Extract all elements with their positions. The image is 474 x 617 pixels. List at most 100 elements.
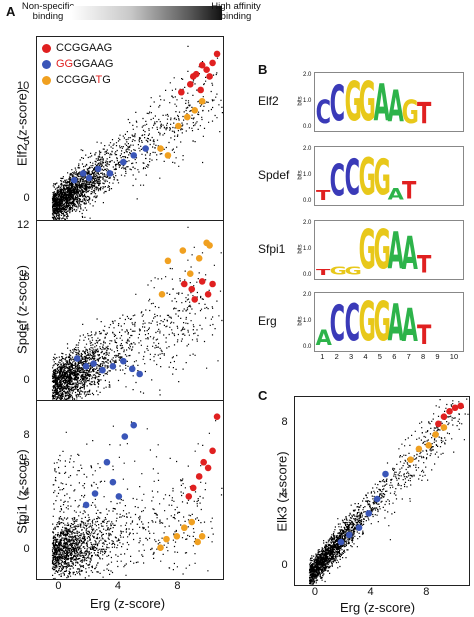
- scatter-elk3: [294, 396, 470, 586]
- background-point-cloud: [51, 45, 223, 223]
- point-ccggaag: [178, 88, 185, 96]
- point-ggggaag: [120, 357, 127, 365]
- logo-letter-t: T: [416, 95, 432, 131]
- y-tick-label: 4: [23, 322, 30, 335]
- y-tick-label: 0: [281, 559, 288, 572]
- point-ggggaag: [109, 362, 117, 370]
- point-ggggaag: [382, 470, 389, 478]
- background-point-cloud: [51, 420, 223, 579]
- sequence-logo-erg: [314, 292, 464, 352]
- point-ccggaag: [191, 296, 199, 303]
- sequence-logo-sfpi1: [314, 220, 464, 280]
- point-ccggaag: [457, 402, 464, 410]
- binding-gradient-bar: [70, 6, 222, 20]
- point-ggggaag: [103, 458, 111, 466]
- scatter-elf2: [36, 36, 224, 224]
- point-ggggaag: [106, 170, 114, 177]
- point-ccggaag: [189, 73, 197, 80]
- point-ccggatg: [175, 122, 182, 130]
- logo-letter-t: T: [316, 267, 331, 277]
- point-ccggatg: [164, 257, 172, 265]
- point-ccggaag: [209, 280, 216, 288]
- point-ccggaag: [186, 81, 194, 88]
- point-ccggaag: [213, 50, 221, 58]
- point-ggggaag: [365, 510, 373, 517]
- panel-label-c: C: [258, 388, 268, 403]
- scatter-spdef: [36, 220, 224, 402]
- point-ggggaag: [142, 145, 149, 152]
- bits-tick: 2.0: [303, 146, 312, 152]
- legend-item-ggggaag: GGGGAAG: [42, 58, 113, 70]
- background-points: [51, 226, 223, 401]
- y-tick-label: 4: [23, 485, 30, 498]
- point-ccggaag: [189, 484, 197, 492]
- point-ccggaag: [203, 66, 210, 73]
- background-points: [51, 420, 223, 579]
- x-tick-label: 0: [55, 580, 62, 592]
- bits-tick: 2.0: [303, 220, 312, 226]
- point-ccggaag: [195, 473, 203, 480]
- point-ccggaag: [198, 61, 206, 69]
- point-ccggaag: [435, 420, 442, 428]
- point-ccggatg: [198, 532, 206, 540]
- logo-position-label: 6: [392, 352, 397, 361]
- logo-letter-c: C: [330, 74, 346, 133]
- logo-position-label: 4: [363, 352, 368, 361]
- point-ggggaag: [136, 370, 143, 378]
- point-ggggaag: [115, 493, 123, 500]
- y-tick-label: 8: [281, 415, 288, 428]
- background-points: [51, 45, 223, 223]
- logo-letter-a: A: [402, 225, 419, 281]
- logo-letter-g: G: [358, 145, 377, 208]
- point-ggggaag: [121, 433, 129, 440]
- bits-tick: 0.0: [303, 344, 312, 350]
- legend-item-ccggaag: CCGGAAG: [42, 42, 112, 54]
- point-ccggaag: [181, 280, 188, 288]
- point-ccggatg: [407, 456, 414, 463]
- point-ccggatg: [186, 270, 194, 278]
- x-tick-label: 4: [367, 586, 374, 598]
- point-ccggaag: [209, 59, 216, 67]
- point-ggggaag: [85, 174, 93, 182]
- point-ccggaag: [198, 278, 206, 285]
- point-ccggatg: [173, 532, 181, 540]
- logo-position-label: 9: [435, 352, 440, 361]
- y-tick-label: 0: [23, 192, 30, 205]
- point-ccggaag: [204, 290, 212, 298]
- logo-letter-c: C: [344, 291, 360, 354]
- point-ccggatg: [432, 431, 439, 438]
- logo-letter-c: C: [344, 148, 360, 207]
- point-ccggatg: [191, 106, 199, 114]
- bits-tick: 1.0: [303, 318, 312, 324]
- logo-letter-g: G: [373, 148, 391, 207]
- logo-letter-g: G: [344, 264, 362, 278]
- logo-letter-c: C: [315, 92, 332, 132]
- point-ccggaag: [446, 408, 453, 415]
- logo-letter-a: A: [315, 324, 332, 351]
- logo-letter-a: A: [387, 184, 404, 204]
- logo-letter-g: G: [344, 68, 362, 134]
- point-ccggatg: [164, 152, 172, 159]
- point-ccggaag: [206, 73, 213, 80]
- logo-position-label: 7: [406, 352, 411, 361]
- logo-letter-g: G: [330, 264, 348, 278]
- point-ggggaag: [91, 490, 99, 497]
- point-ccggatg: [181, 524, 188, 532]
- y-tick-label: 6: [23, 457, 30, 470]
- point-ggggaag: [337, 538, 345, 546]
- point-ccggatg: [415, 445, 423, 453]
- x-tick-label: 0: [311, 586, 318, 598]
- point-ccggatg: [179, 247, 187, 254]
- logo-label-erg: Erg: [258, 314, 277, 328]
- legend-dot-blue: [42, 59, 51, 69]
- logo-letter-g: G: [358, 216, 377, 282]
- point-ggggaag: [120, 158, 127, 166]
- bits-tick: 2.0: [303, 72, 312, 78]
- point-ccggaag: [451, 404, 459, 412]
- logo-letter-a: A: [402, 297, 419, 353]
- point-ccggatg: [198, 97, 206, 105]
- legend-text: CCGGAAG: [56, 42, 113, 54]
- x-axis-label-c: Erg (z-score): [340, 600, 416, 615]
- point-ggggaag: [94, 165, 102, 173]
- logo-position-label: 3: [349, 352, 354, 361]
